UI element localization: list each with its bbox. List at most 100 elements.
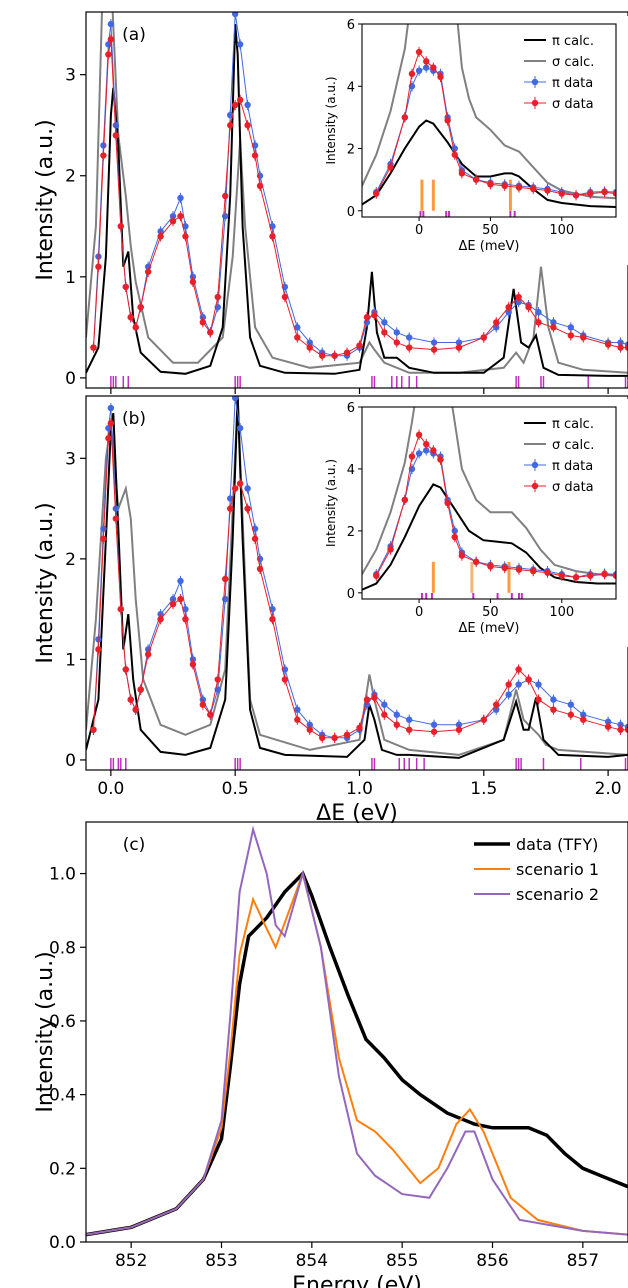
y-tick-label: 1 <box>65 268 76 288</box>
inset-y-tick-label: 2 <box>347 525 355 540</box>
inset-background <box>310 16 628 265</box>
series-pi_data-point <box>515 681 522 688</box>
series-sigma_data-point <box>567 711 575 718</box>
inset-series-sigma_data-point <box>458 552 466 559</box>
inset-series-sigma_data-point <box>487 181 494 188</box>
series-sigma_data-point <box>177 212 184 220</box>
inset-series-sigma_data-point <box>558 190 565 197</box>
y-tick-label: 0 <box>65 751 76 771</box>
series-pi_calc-line <box>86 24 628 377</box>
series-sigma_data-point <box>343 349 351 356</box>
series-pi_data-point <box>535 681 542 688</box>
inset-series-sigma_data-point <box>373 572 380 579</box>
series-pi_data-point <box>112 122 120 129</box>
series-pi_data-point <box>381 319 388 326</box>
series-sigma_data-point <box>430 728 438 735</box>
series-sigma_data-point <box>157 233 164 240</box>
series-sigma_data-point <box>251 152 259 159</box>
y-tick-label: 2 <box>65 167 76 187</box>
series-sigma_data-point <box>207 711 214 718</box>
inset-series-sigma_data-point <box>501 564 508 572</box>
inset-series-sigma_data-point <box>612 190 616 197</box>
series-sigma_data-point <box>363 314 371 321</box>
series-sigma_data-point <box>406 726 413 733</box>
series-sigma_data-point <box>331 352 338 359</box>
inset-series-sigma_data-point <box>572 574 580 581</box>
series-pi_data-point <box>393 329 400 336</box>
inset-series-sigma_data-point <box>530 185 537 193</box>
y-tick-label: 0.6 <box>49 1012 76 1032</box>
series-sigma_data-point <box>381 329 388 336</box>
inset-legend-entry: π data <box>552 76 593 91</box>
series-sigma_data-point <box>182 233 189 240</box>
series-sigma_data-point <box>306 726 313 733</box>
series-sigma_data-point <box>256 565 264 573</box>
series-sigma_data-point <box>214 676 221 683</box>
series-sigma_data-point <box>95 263 102 270</box>
series-sigma_data-point <box>525 676 532 683</box>
series-sigma_data-point <box>144 268 152 275</box>
inset-series-sigma_data-point <box>387 546 394 553</box>
series-sigma_data-point <box>480 334 487 341</box>
panel-3: 852 853 854 855 856 857 0.0 0.2 0.4 0.6 0.8 1.0 (c) I… <box>33 821 628 1288</box>
inset-legend-entry: σ data <box>552 97 594 112</box>
axes-frame <box>85 821 628 1243</box>
series-sigma_data-point <box>207 329 214 336</box>
series-sigma_data-point <box>363 696 371 703</box>
series-sigma_data-point <box>100 152 107 159</box>
series-pi_data-point <box>177 194 184 202</box>
series-pi_data-point <box>222 595 229 603</box>
inset-legend-entry: σ data <box>552 480 594 495</box>
series-pi_data-point <box>406 334 413 341</box>
inset-series-sigma_data-point <box>601 571 608 578</box>
x-tick-label: 1.0 <box>346 779 373 799</box>
inset-series-pi_data-point <box>415 450 423 457</box>
series-pi_data-point <box>567 701 575 708</box>
inset-series-sigma_data-point <box>472 558 480 566</box>
series-sigma_data-point <box>393 721 400 728</box>
series-sigma_data-point <box>256 182 264 190</box>
series-pi_data-point <box>177 577 184 585</box>
series-sigma_data-point <box>222 192 229 200</box>
series-sigma_data-point <box>269 233 276 240</box>
series-pi_data-point <box>430 339 438 346</box>
series-sigma_data-point <box>281 676 289 683</box>
series-sigma_data-point <box>318 734 326 742</box>
inset-x-tick-label: 0 <box>415 605 423 620</box>
inset-series-sigma_data-point <box>430 64 437 71</box>
series-sigma_data-point <box>100 535 107 542</box>
axes-frame <box>85 11 628 389</box>
y-tick-label: 2 <box>65 550 76 570</box>
series-sigma_data-point <box>381 711 388 718</box>
series-sigma_data-point <box>306 344 313 351</box>
series-sigma_data-point <box>393 339 400 346</box>
series-sigma_data-point <box>505 303 512 311</box>
inset-series-sigma_data-point <box>601 188 608 196</box>
series-sigma_data-point <box>604 723 612 730</box>
series-sigma_data-point <box>122 666 129 673</box>
series-sigma_data-point <box>144 651 152 658</box>
series-pi_data-point <box>222 212 229 220</box>
inset-series-pi_data-line <box>375 449 616 578</box>
x-tick-label: 855 <box>386 1251 418 1271</box>
series-sigma_data-point <box>199 319 207 326</box>
y-tick-label: 0.0 <box>49 1233 76 1253</box>
inset-series-pi_data-line <box>375 67 616 196</box>
series-sigma_data-point <box>356 724 363 731</box>
legend-entry: scenario 2 <box>516 885 599 904</box>
x-tick-label: 2.0 <box>595 779 622 799</box>
inset-x-tick-label: 100 <box>549 605 574 620</box>
inset-y-tick-label: 6 <box>347 401 355 416</box>
y-tick-label: 3 <box>65 66 76 86</box>
y-tick-label: 0.2 <box>49 1159 76 1179</box>
series-pi_data-point <box>244 485 251 492</box>
inset-series-pi_data-point <box>415 67 423 74</box>
series-pi_data-point <box>107 20 115 28</box>
series-pi_data-point <box>535 308 542 316</box>
x-tick-label: 854 <box>296 1251 328 1271</box>
inset-y-axis-label: Intensity (a.u.) <box>324 459 338 547</box>
inset-series-sigma_data-point <box>472 176 480 183</box>
inset-legend-entry: σ calc. <box>552 55 594 70</box>
series-sigma_data-point <box>244 505 251 512</box>
inset-series-sigma_data-point <box>444 499 451 507</box>
